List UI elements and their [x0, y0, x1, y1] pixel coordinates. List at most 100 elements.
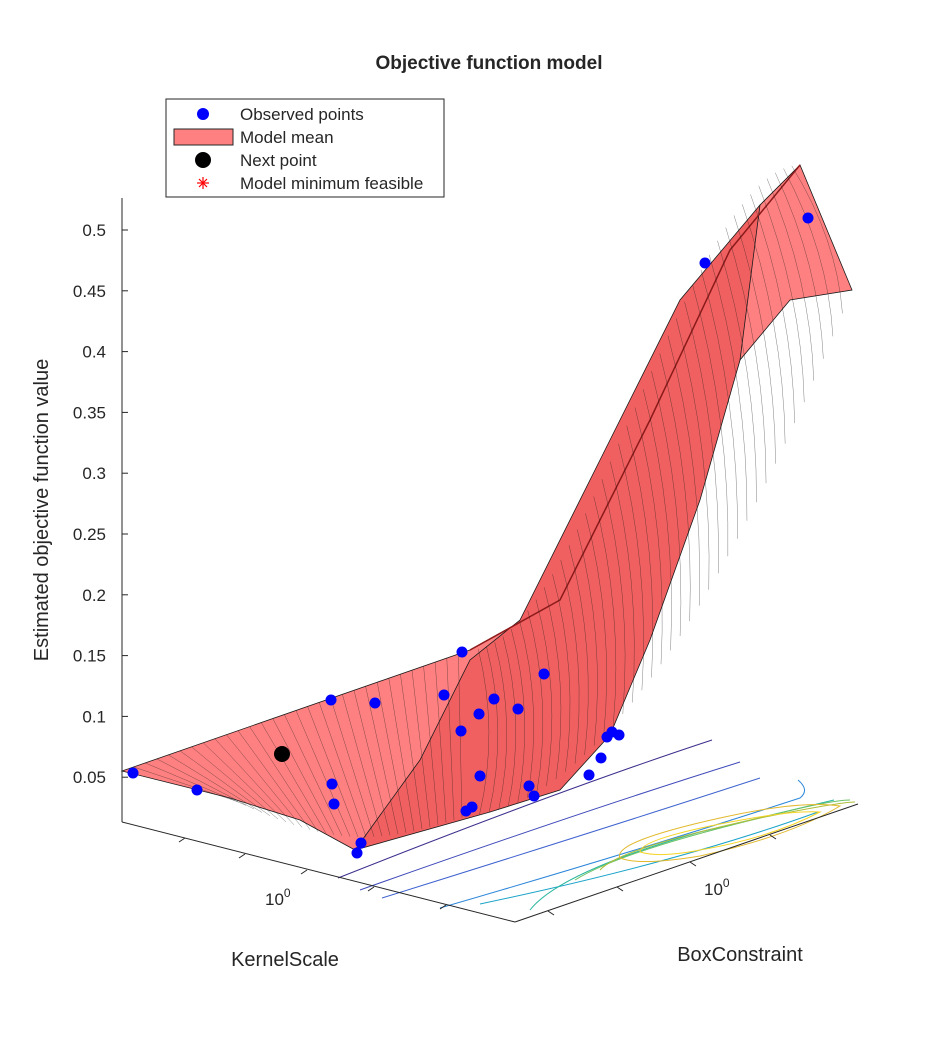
legend-marker-model-minimum: [197, 177, 209, 189]
legend-marker-observed-points: [197, 108, 209, 120]
observed-point: [595, 752, 607, 764]
contour-level-5: [479, 811, 819, 905]
surface-mesh-line: [400, 674, 423, 830]
legend-marker-next-point: [195, 152, 211, 168]
surface-mesh-line: [750, 194, 795, 424]
z-tick-label: 0.25: [73, 525, 106, 544]
surface-mesh-line: [733, 215, 776, 464]
x-tick-mark: [367, 886, 375, 892]
legend-label-model-minimum: Model minimum feasible: [240, 174, 423, 193]
z-tick-label: 0.1: [82, 707, 106, 726]
surface-mesh-line: [519, 620, 535, 798]
surface-mesh-line: [601, 479, 626, 715]
surface-mesh-line: [758, 185, 805, 403]
observed-point: [369, 697, 381, 709]
surface-ridge: [469, 164, 801, 651]
surface-mesh-line: [676, 318, 710, 590]
surface-mesh-line: [260, 722, 327, 834]
surface-mesh-line: [717, 240, 757, 503]
surface-mesh-line: [725, 227, 767, 484]
surface-mesh-line: [651, 371, 682, 637]
observed-point: [127, 767, 139, 779]
observed-point: [325, 694, 337, 706]
observed-point: [613, 729, 625, 741]
x-tick-mark: [238, 853, 246, 859]
y-tick-mark: [689, 861, 697, 867]
surface-mesh-line: [318, 702, 367, 838]
surface-mesh-line: [411, 670, 431, 828]
surface-mesh-line: [434, 662, 447, 823]
surface-mesh-line: [295, 710, 351, 837]
contour-level-8: [599, 801, 856, 871]
surface-mesh-line: [684, 301, 719, 574]
surface-mesh-line: [659, 353, 691, 622]
contour-level-9: [618, 804, 842, 863]
surface-mesh-line: [552, 574, 571, 772]
model-mean-surface: [120, 164, 853, 851]
x-tick-label: 100: [265, 886, 291, 909]
surface-mesh-line: [494, 642, 508, 811]
z-tick-label: 0.4: [82, 343, 106, 362]
legend-label-observed-points: Observed points: [240, 105, 364, 124]
surface-mesh-line: [634, 407, 663, 665]
surface-mesh-line: [179, 750, 271, 817]
surface-mesh-line: [766, 178, 815, 381]
observed-point: [456, 646, 468, 658]
surface-mesh-line: [742, 204, 786, 444]
surface-mesh-line: [168, 754, 263, 813]
surface-mesh-line: [272, 718, 335, 835]
contour-level-3: [381, 777, 761, 899]
observed-point: [699, 257, 711, 269]
z-tick-label: 0.2: [82, 586, 106, 605]
x-tick-mark: [300, 869, 308, 875]
observed-points: [127, 212, 814, 859]
chart-title: Objective function model: [376, 53, 603, 74]
y-axis-line: [514, 803, 859, 923]
surface-mesh-line: [133, 766, 239, 802]
surface-mesh-line: [643, 389, 672, 651]
surface-front-fold: [354, 203, 761, 851]
z-tick-label: 0.45: [73, 282, 106, 301]
observed-point: [438, 689, 450, 701]
surface-mesh-line: [692, 285, 729, 557]
z-tick-label: 0.05: [73, 768, 106, 787]
z-tick-label: 0.5: [82, 221, 106, 240]
contour-level-10: [639, 811, 822, 856]
z-axis-label: Estimated objective function value: [31, 359, 53, 661]
surface-mesh-line: [156, 758, 255, 810]
observed-point: [191, 784, 203, 796]
y-ticks: 100: [547, 834, 777, 916]
surface-mesh-line: [203, 742, 287, 823]
observed-point: [355, 837, 367, 849]
surface-mesh-line: [307, 706, 359, 837]
surface-mesh-line: [783, 168, 834, 337]
legend-marker-model-mean: [173, 128, 234, 146]
z-tick-label: 0.15: [73, 647, 106, 666]
legend-box: [165, 98, 445, 198]
legend-label-next-point: Next point: [240, 151, 317, 170]
z-tick-label: 0.3: [82, 464, 106, 483]
observed-point: [473, 708, 485, 720]
x-ticks: 100: [178, 837, 447, 910]
surface-mesh-line: [535, 599, 553, 787]
observed-point: [538, 668, 550, 680]
y-tick-mark: [547, 910, 555, 916]
surface-mesh-line: [577, 529, 598, 746]
surface-mesh-line: [423, 666, 439, 825]
surface-mesh-line: [560, 560, 580, 764]
surface-mesh-line: [700, 269, 738, 539]
surface-mesh-line: [342, 694, 383, 837]
surface-mesh-line: [446, 658, 455, 821]
surface-mesh-line: [709, 254, 748, 521]
observed-point: [802, 212, 814, 224]
observed-point: [351, 847, 363, 859]
contour-level-7: [574, 799, 851, 881]
surface-mesh-line: [388, 678, 415, 832]
legend: Observed points Model mean Next point Mo…: [165, 98, 445, 198]
surface-mesh-line: [610, 461, 635, 703]
observed-point: [466, 801, 478, 813]
surface-mesh-line: [667, 335, 700, 606]
y-tick-label: 100: [704, 876, 730, 899]
surface-mesh-line: [626, 425, 654, 678]
